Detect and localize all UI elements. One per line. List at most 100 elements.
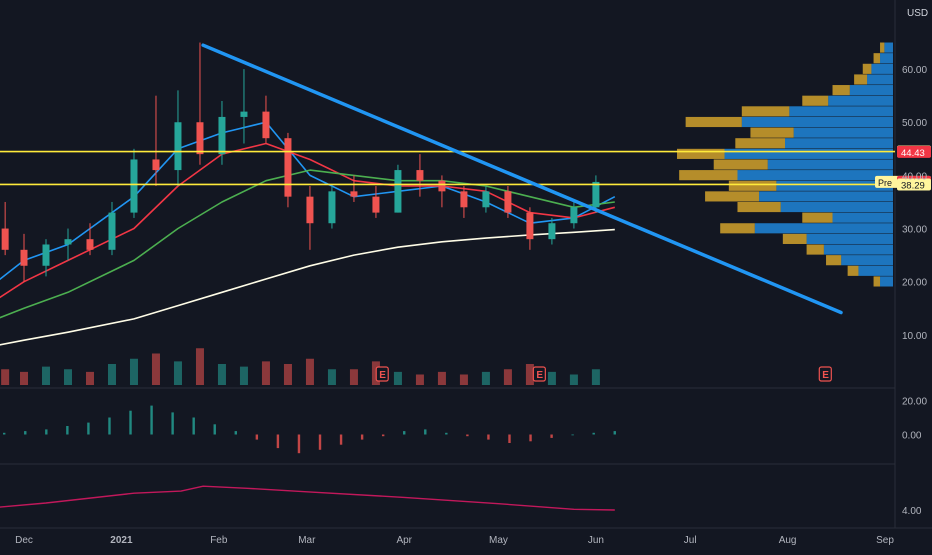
- volume-profile-bar-down: [737, 201, 781, 213]
- volume-profile-bar-up: [767, 159, 893, 170]
- volume-profile-bar-down: [847, 265, 859, 276]
- price-tick-label: 30.00: [902, 225, 927, 236]
- volume-bar: [503, 369, 512, 385]
- lower-indicator-line: [0, 485, 615, 511]
- oscillator-bar: [45, 429, 48, 435]
- earnings-marker[interactable]: [818, 366, 832, 382]
- oscillator-bar: [297, 434, 301, 454]
- earnings-marker-label: E: [536, 370, 543, 381]
- price-badge-level: [897, 178, 931, 191]
- volume-profile-bar-up: [880, 53, 893, 64]
- volume-profile-bar-down: [720, 223, 755, 234]
- volume-bar: [327, 369, 336, 385]
- candle-body: [570, 207, 578, 224]
- oscillator-bar: [613, 431, 616, 435]
- oscillator-bar: [213, 424, 216, 435]
- volume-profile-bar-up: [823, 244, 893, 255]
- candle-body: [306, 196, 314, 224]
- price-badge-label: 44.43: [901, 148, 925, 159]
- price-axis: USD 10.00 20.00 30.00 40.00 50.00 60.00: [902, 8, 928, 342]
- volume-bar: [591, 369, 600, 385]
- price-tick-label: 10.00: [902, 331, 927, 342]
- candle-body: [372, 196, 380, 213]
- oscillator-bar: [129, 410, 132, 435]
- volume-bar: [261, 361, 270, 385]
- oscillator-bar: [466, 434, 469, 437]
- volume-profile-bar-up: [880, 276, 893, 287]
- volume-profile-bar-up: [841, 255, 893, 266]
- volume-profile-bar-up: [849, 85, 893, 96]
- volume-bar: [20, 371, 28, 385]
- candle-body: [20, 249, 28, 266]
- volume-profile-bar-up: [793, 127, 893, 138]
- volume-bar: [349, 369, 358, 385]
- oscillator-bar: [3, 432, 6, 435]
- time-tick-label: Feb: [210, 535, 228, 546]
- candle-body: [1, 228, 9, 250]
- price-tick-label: 40.00: [902, 171, 927, 182]
- volume-profile-bar-up: [780, 201, 893, 213]
- candle-body: [350, 191, 358, 197]
- candle-body: [592, 181, 600, 208]
- price-tick-label: 60.00: [902, 65, 927, 76]
- candle-body: [328, 191, 336, 224]
- grid: [0, 0, 932, 529]
- volume-bar: [525, 364, 534, 385]
- earnings-marker[interactable]: [532, 366, 546, 382]
- volume-bars: [1, 348, 600, 385]
- volume-bar: [239, 366, 248, 385]
- oscillator-bar: [192, 417, 195, 435]
- volume-profile-bar-up: [741, 116, 893, 128]
- volume-bar: [217, 364, 226, 385]
- oscillator-bar: [529, 434, 532, 442]
- volume-profile-bar-down: [728, 180, 777, 191]
- volume-profile-bar-down: [873, 53, 881, 64]
- time-tick-label: Mar: [298, 535, 316, 546]
- candle-body: [482, 191, 490, 208]
- oscillator-bar: [487, 434, 490, 440]
- candle-body: [526, 212, 534, 240]
- trendline-group[interactable]: [201, 43, 843, 315]
- volume-profile-bar-down: [741, 106, 790, 117]
- time-tick-label: Sep: [876, 535, 894, 546]
- oscillator-bar: [87, 422, 90, 435]
- price-badge-label: 38.29: [901, 180, 925, 191]
- trendline[interactable]: [201, 43, 843, 315]
- volume-profile-bar-up: [884, 42, 893, 53]
- volume-profile-bar-down: [782, 233, 807, 244]
- volume-profile-bar-down: [677, 148, 725, 159]
- oscillator-bar: [276, 434, 280, 449]
- volume-bar: [41, 366, 50, 385]
- oscillator-bar: [108, 417, 111, 435]
- oscillator-bar: [508, 434, 511, 443]
- volume-bar: [481, 371, 490, 385]
- time-axis: Dec 2021 Feb Mar Apr May Jun Jul Aug Sep: [15, 535, 894, 546]
- oscillator-bar: [339, 434, 343, 445]
- volume-profile-bar-down: [705, 191, 760, 202]
- volume-profile-bar-down: [750, 127, 794, 138]
- oscillator-bar: [66, 426, 69, 435]
- volume-profile-bar-down: [873, 276, 881, 287]
- candle-body: [64, 239, 72, 245]
- volume-profile-bar-up: [754, 223, 893, 234]
- moving-average-line: [0, 169, 615, 319]
- volume-bar: [437, 371, 446, 385]
- candles: [1, 42, 600, 282]
- volume-bar: [107, 364, 116, 385]
- oscillator-bar: [150, 405, 153, 435]
- volume-profile-bar-down: [735, 138, 785, 149]
- time-tick-label: Dec: [15, 535, 33, 546]
- volume-profile-bar-down: [880, 42, 885, 53]
- volume-profile-bar-down: [802, 212, 833, 223]
- earnings-marker[interactable]: [375, 366, 389, 382]
- oscillator-bar: [234, 431, 237, 435]
- volume-profile-bar-up: [858, 265, 893, 276]
- volume-profile-bar-up: [785, 138, 893, 149]
- volume-bar: [63, 369, 72, 385]
- volume-profile-bar-up: [832, 212, 893, 223]
- oscillator-bar: [424, 429, 427, 435]
- oscillator-pane: 20.00 0.00: [3, 397, 927, 454]
- volume-bar: [547, 371, 556, 385]
